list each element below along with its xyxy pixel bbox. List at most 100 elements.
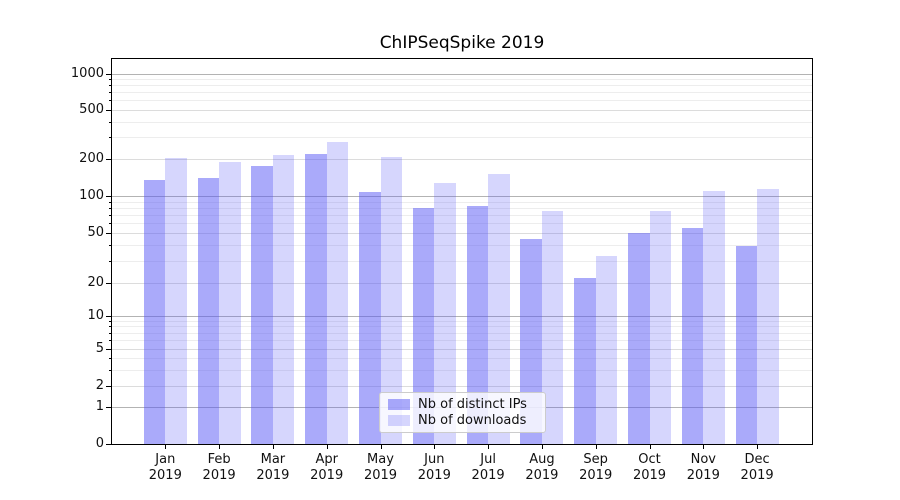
x-tick-mark [326,445,328,449]
gridline-minor [112,340,812,342]
y-minor-tick-mark [109,100,111,102]
y-minor-tick-mark [109,207,111,209]
x-tick-mark [541,445,543,449]
y-tick-mark [106,444,111,445]
y-minor-tick-mark [109,214,111,216]
gridline-minor [112,223,812,224]
x-tick-label-jan: Jan 2019 [148,452,182,483]
x-tick-label-sep: Sep 2019 [579,452,613,483]
gridline-minor [112,320,812,322]
gridline-sub [112,349,812,350]
gridline-decade [112,73,812,75]
x-tick-label-oct: Oct 2019 [632,452,667,483]
y-minor-tick-mark [109,137,111,139]
chart-title: ChIPSeqSpike 2019 [379,33,545,53]
x-tick-mark [272,445,274,449]
gridline-sub [112,283,812,285]
y-tick-label: 20 [87,275,104,291]
legend-swatch-distinct-ips [388,399,410,411]
y-tick-label: 100 [79,188,104,203]
y-minor-tick-mark [109,79,111,80]
x-tick-mark [649,445,651,449]
y-tick-mark [106,158,111,160]
gridline-sub [112,386,812,387]
y-tick-mark [106,110,111,111]
x-tick-label-mar: Mar 2019 [256,452,290,483]
gridline-minor [112,369,812,371]
bar-downloads-oct [649,211,671,444]
bar-distinct-ips-dec [735,246,758,444]
x-tick-label-nov: Nov 2019 [686,452,720,483]
bar-distinct-ips-may [359,191,381,444]
y-tick-mark [106,406,111,408]
x-tick-label-apr: Apr 2019 [310,452,344,483]
x-tick-label-may: May 2019 [363,452,398,483]
legend: Nb of distinct IPs Nb of downloads [379,392,546,433]
legend-label-downloads: Nb of downloads [418,412,527,428]
bar-distinct-ips-nov [681,227,704,444]
gridline-minor [112,85,812,87]
gridline-minor [112,207,812,209]
bar-downloads-jun [434,183,456,444]
plot-area [111,58,813,445]
y-minor-tick-mark [109,320,111,322]
bar-distinct-ips-apr [305,153,327,444]
bar-distinct-ips-feb [197,177,220,444]
y-tick-label: 2 [95,378,104,393]
y-tick-label: 10 [87,307,104,323]
y-minor-tick-mark [109,223,111,224]
gridline-minor [112,214,812,216]
bar-distinct-ips-jan [143,180,166,444]
x-tick-mark [165,445,167,449]
gridline-minor [112,100,812,102]
y-minor-tick-mark [109,332,111,334]
y-tick-mark [106,232,111,234]
bar-downloads-apr [326,142,349,444]
x-tick-label-jun: Jun 2019 [417,452,451,483]
gridline-minor [112,121,812,123]
grid-layer [112,59,812,444]
gridline-decade [112,196,812,197]
x-tick-mark [219,445,221,449]
legend-entry-distinct-ips: Nb of distinct IPs [388,397,537,413]
y-tick-label: 1000 [70,65,104,81]
gridline-sub [112,110,812,111]
y-minor-tick-mark [109,340,111,342]
gridline-minor [112,92,812,94]
x-tick-label-aug: Aug 2019 [525,452,559,483]
gridline-minor [112,326,812,328]
bar-downloads-sep [595,255,618,444]
gridline-minor [112,332,812,334]
y-tick-mark [106,386,111,387]
y-tick-mark [106,196,111,197]
bar-downloads-dec [757,189,779,444]
y-tick-mark [106,283,111,285]
x-tick-label-feb: Feb 2019 [202,452,236,483]
y-minor-tick-mark [109,121,111,123]
bar-distinct-ips-jun [412,207,435,444]
gridline-sub [112,232,812,234]
gridline-minor [112,260,812,262]
y-minor-tick-mark [109,326,111,328]
y-minor-tick-mark [109,92,111,94]
legend-label-distinct-ips: Nb of distinct IPs [418,397,527,413]
x-tick-mark [380,445,382,449]
bar-downloads-nov [703,190,725,444]
bar-distinct-ips-mar [251,165,273,444]
y-tick-label: 1 [95,398,104,414]
y-minor-tick-mark [109,358,111,359]
bar-downloads-aug [541,211,564,444]
y-tick-label: 0 [95,436,104,451]
y-tick-label: 5 [95,341,104,356]
x-tick-label-dec: Dec 2019 [740,452,774,483]
x-tick-mark [703,445,705,449]
bar-downloads-mar [272,155,295,444]
x-tick-mark [488,445,490,449]
bar-distinct-ips-jul [466,205,489,444]
x-tick-label-jul: Jul 2019 [471,452,505,483]
bars-layer [112,59,812,444]
gridline-minor [112,358,812,359]
y-minor-tick-mark [109,369,111,371]
bar-distinct-ips-sep [574,278,596,444]
